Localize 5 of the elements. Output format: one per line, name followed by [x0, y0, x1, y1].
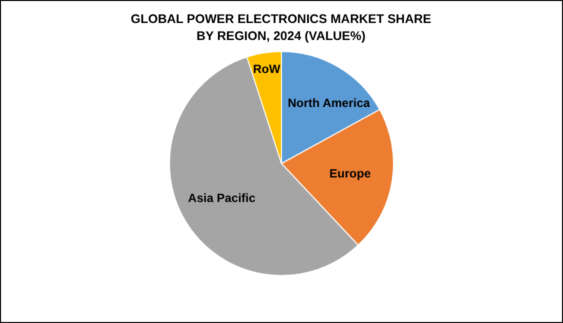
chart-title: GLOBAL POWER ELECTRONICS MARKET SHARE BY REGION, 2024 (VALUE%)	[130, 11, 432, 45]
slice-label: North America	[288, 96, 370, 110]
slice-label: Europe	[329, 166, 372, 181]
slice-label: RoW	[252, 62, 281, 76]
slice-label: Asia Pacific	[188, 191, 256, 206]
